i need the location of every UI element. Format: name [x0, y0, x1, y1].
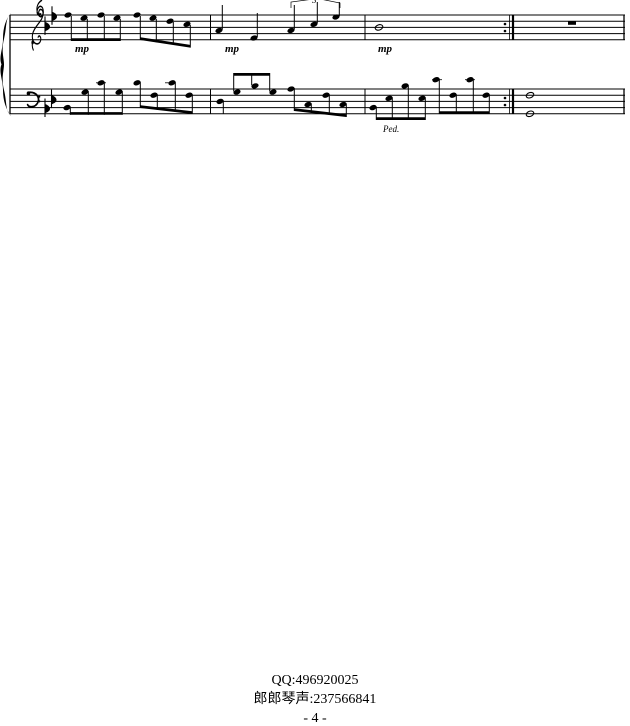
svg-text:mp: mp — [378, 43, 393, 55]
svg-text:mp: mp — [225, 43, 240, 55]
svg-text:Ped.: Ped. — [382, 124, 399, 134]
svg-text:mp: mp — [75, 43, 90, 55]
svg-text:3: 3 — [311, 0, 317, 5]
